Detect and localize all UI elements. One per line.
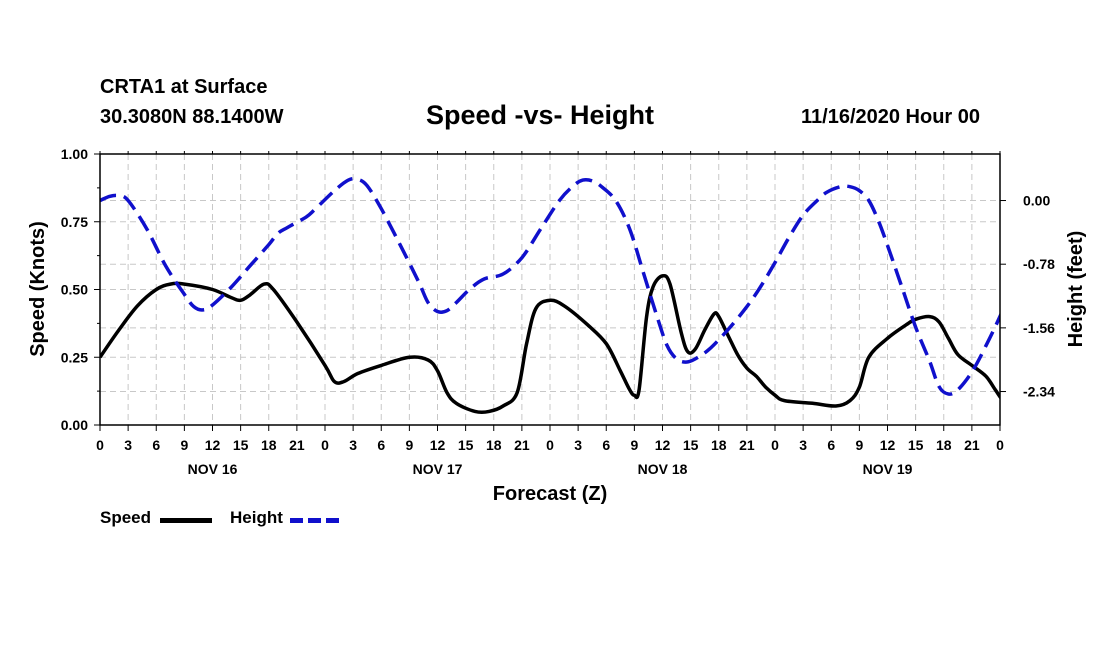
y-right-tick-label: -0.78 [1023, 256, 1055, 272]
x-tick-label: 0 [546, 437, 554, 453]
y-left-tick-label: 0.75 [61, 214, 88, 230]
x-tick-label: 6 [602, 437, 610, 453]
x-tick-label: 9 [405, 437, 413, 453]
x-tick-label: 12 [880, 437, 896, 453]
legend-height-label: Height [230, 508, 283, 527]
x-tick-label: 3 [349, 437, 357, 453]
x-tick-label: 12 [430, 437, 446, 453]
x-tick-label: 3 [799, 437, 807, 453]
x-tick-label: 18 [711, 437, 727, 453]
x-tick-label: 0 [96, 437, 104, 453]
x-tick-label: 3 [124, 437, 132, 453]
tick-layer: 0 3 6 9 12 15 18 21 0 3 6 9 12 15 18 21 0 3 6 9 12 15 18 21 0 3 6 9… [61, 146, 1055, 477]
x-tick-label: 6 [377, 437, 385, 453]
y-axis-left-label: Speed (Knots) [27, 221, 49, 357]
series-line-speed [100, 273, 1000, 415]
x-tick-label: 18 [486, 437, 502, 453]
x-tick-label: 21 [739, 437, 755, 453]
coordinates-label: 30.3080N 88.1400W [100, 106, 284, 128]
chart-title: Speed -vs- Height [426, 100, 655, 130]
legend-speed-label: Speed [100, 508, 152, 527]
x-day-label: NOV 16 [188, 461, 238, 477]
x-tick-label: 15 [233, 437, 249, 453]
x-tick-label: 15 [908, 437, 924, 453]
x-tick-label: 12 [205, 437, 221, 453]
x-tick-label: 21 [964, 437, 980, 453]
x-tick-label: 6 [152, 437, 160, 453]
x-tick-label: 15 [458, 437, 474, 453]
series-layer [100, 176, 1000, 415]
x-tick-label: 0 [321, 437, 329, 453]
x-tick-label: 18 [936, 437, 952, 453]
x-tick-label: 21 [289, 437, 305, 453]
x-tick-label: 0 [771, 437, 779, 453]
legend-height-swatch [290, 518, 342, 523]
y-left-tick-label: 0.25 [61, 349, 88, 365]
y-right-tick-label: 0.00 [1023, 193, 1050, 209]
x-tick-label: 18 [261, 437, 277, 453]
x-tick-label: 21 [514, 437, 530, 453]
series-line-height [100, 176, 1000, 396]
x-day-label: NOV 19 [863, 461, 913, 477]
x-day-label: NOV 18 [638, 461, 688, 477]
y-left-tick-label: 0.00 [61, 417, 88, 433]
y-axis-right-label: Height (feet) [1065, 231, 1087, 348]
forecast-timestamp: 11/16/2020 Hour 00 [801, 106, 981, 128]
y-left-tick-label: 1.00 [61, 146, 88, 162]
x-tick-label: 9 [630, 437, 638, 453]
x-tick-label: 12 [655, 437, 671, 453]
legend-speed-swatch [160, 518, 212, 523]
y-right-tick-label: -2.34 [1023, 384, 1055, 400]
station-label: CRTA1 at Surface [100, 76, 268, 98]
x-tick-label: 0 [996, 437, 1004, 453]
x-tick-label: 6 [827, 437, 835, 453]
x-axis-label: Forecast (Z) [493, 483, 607, 505]
x-day-label: NOV 17 [413, 461, 463, 477]
x-tick-label: 3 [574, 437, 582, 453]
x-tick-label: 9 [855, 437, 863, 453]
y-right-tick-label: -1.56 [1023, 320, 1055, 336]
x-tick-label: 9 [180, 437, 188, 453]
y-left-tick-label: 0.50 [61, 282, 88, 298]
grid [100, 154, 1000, 425]
x-tick-label: 15 [683, 437, 699, 453]
